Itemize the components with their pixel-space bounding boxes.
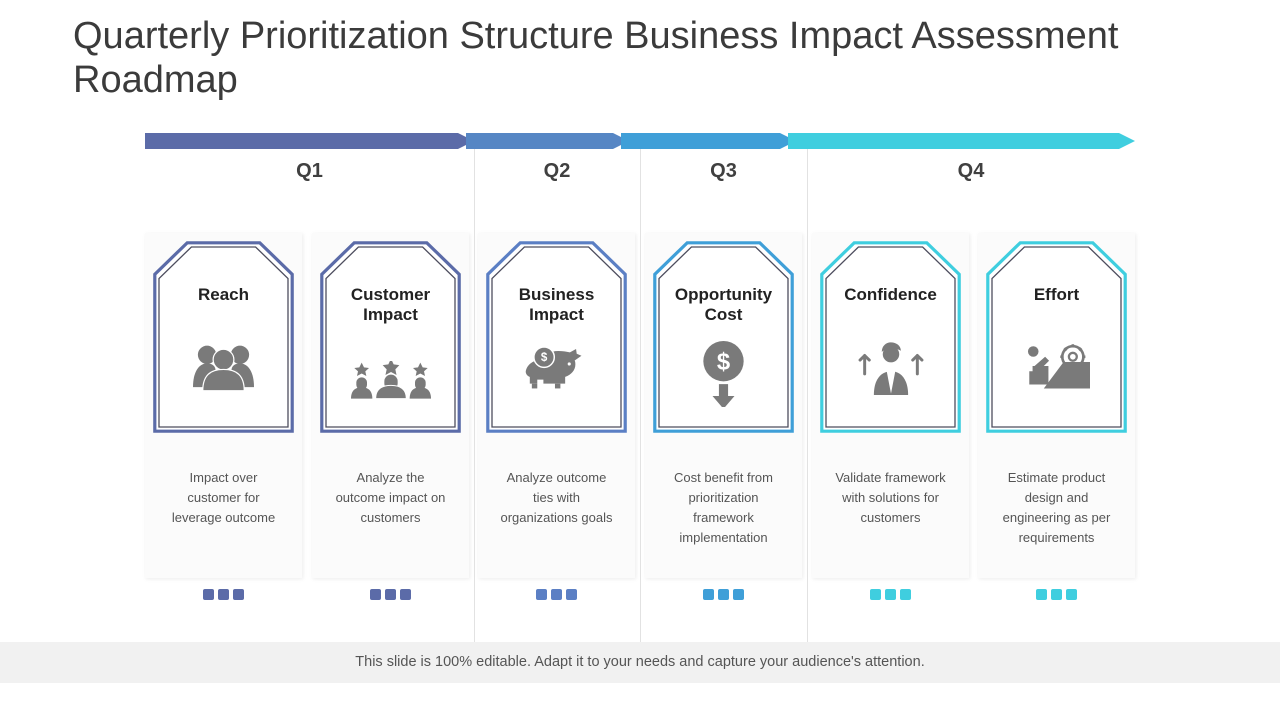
svg-text:$: $ <box>540 352 547 364</box>
svg-text:$: $ <box>717 348 730 375</box>
